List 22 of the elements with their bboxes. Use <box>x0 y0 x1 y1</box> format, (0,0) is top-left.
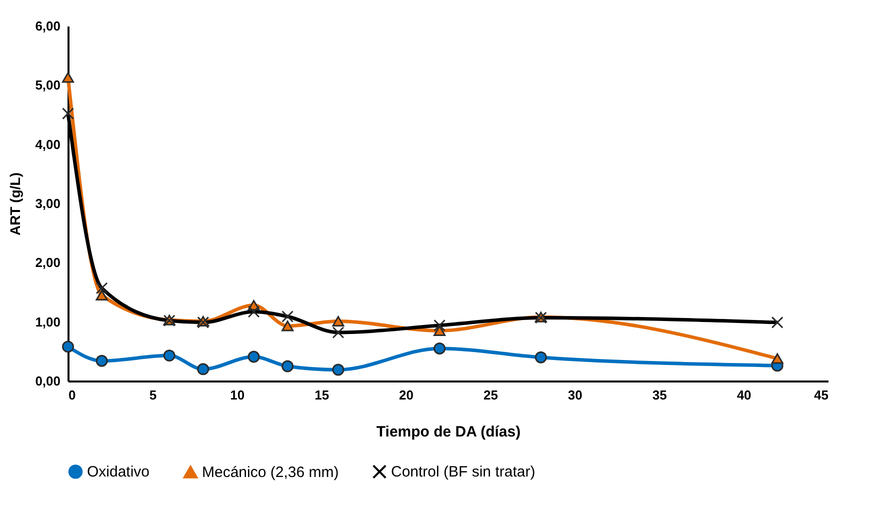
x-tick-label: 0 <box>68 388 76 402</box>
y-tick-label: 0,00 <box>35 374 60 388</box>
y-tick-label: 6,00 <box>35 18 60 34</box>
x-axis-title: Tiempo de DA (días) <box>376 424 521 440</box>
y-tick-label: 4,00 <box>35 136 60 152</box>
legend-label: Control (BF sin tratar) <box>391 464 536 481</box>
x-tick-label: 30 <box>568 388 582 402</box>
y-tick-label: 2,00 <box>35 255 60 270</box>
legend-label: Oxidativo <box>87 464 150 481</box>
x-tick-label: 25 <box>483 388 498 402</box>
y-tick-label: 1,00 <box>35 314 60 330</box>
y-tick-label: 3,00 <box>35 196 60 211</box>
x-tick-label: 35 <box>652 388 667 402</box>
legend-label: Mecánico (2,36 mm) <box>202 464 339 482</box>
y-axis-title: ART (g/L) <box>7 172 24 236</box>
x-tick-label: 20 <box>399 388 414 402</box>
x-tick-label: 45 <box>814 388 828 402</box>
x-tick-label: 40 <box>736 388 752 402</box>
x-tick-label: 15 <box>314 388 330 402</box>
y-tick-label: 5,00 <box>35 78 60 93</box>
x-tick-label: 10 <box>230 388 245 402</box>
x-tick-label: 5 <box>149 388 157 402</box>
